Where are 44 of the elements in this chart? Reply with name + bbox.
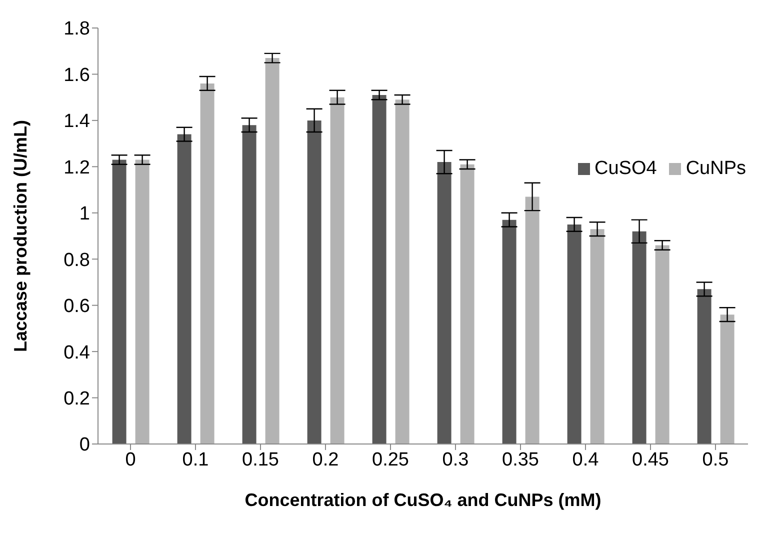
bar bbox=[307, 120, 322, 444]
y-tick-label: 1.8 bbox=[64, 18, 90, 40]
bar bbox=[697, 289, 712, 444]
y-tick-label: 1.6 bbox=[64, 64, 90, 86]
x-tick-label: 0 bbox=[125, 449, 136, 470]
y-tick-label: 0.8 bbox=[64, 250, 90, 271]
bar bbox=[177, 134, 192, 444]
bar bbox=[525, 196, 540, 444]
legend-label: CuNPs bbox=[686, 158, 746, 180]
y-axis-title: Laccase production (U/mL) bbox=[10, 120, 30, 352]
bar bbox=[372, 95, 386, 444]
bar bbox=[200, 83, 214, 444]
bar bbox=[242, 125, 256, 444]
x-tick-label: 0.25 bbox=[372, 449, 409, 470]
x-tick-label: 0.2 bbox=[312, 449, 339, 470]
bar bbox=[460, 164, 474, 444]
bar bbox=[502, 220, 516, 444]
bar bbox=[330, 97, 344, 444]
x-tick-label: 0.4 bbox=[572, 449, 600, 470]
x-tick-label: 0.3 bbox=[442, 449, 469, 470]
x-tick-label: 0.5 bbox=[702, 449, 729, 470]
x-tick-label: 0.15 bbox=[242, 449, 279, 470]
x-tick-label: 0.35 bbox=[502, 449, 539, 470]
bar bbox=[265, 58, 280, 444]
x-tick-label: 0.1 bbox=[182, 449, 209, 470]
bar bbox=[655, 245, 670, 444]
x-axis-title: Concentration of CuSO₄ and CuNPs (mM) bbox=[244, 490, 602, 510]
legend-label: CuSO4 bbox=[594, 158, 657, 180]
bar bbox=[395, 100, 410, 444]
bar bbox=[437, 162, 452, 444]
bar bbox=[135, 160, 150, 444]
bar bbox=[590, 229, 604, 444]
bar bbox=[720, 314, 734, 444]
x-tick-label: 0.45 bbox=[632, 449, 669, 470]
y-tick-label: 0.4 bbox=[64, 342, 90, 364]
y-tick-label: 0.2 bbox=[64, 388, 90, 410]
y-tick-label: 0 bbox=[79, 434, 90, 456]
bar bbox=[112, 160, 126, 444]
bar bbox=[567, 224, 582, 444]
y-tick-label: 1 bbox=[79, 204, 90, 225]
y-tick-label: 1.2 bbox=[64, 157, 90, 178]
bar bbox=[632, 231, 646, 444]
y-tick-label: 1.4 bbox=[64, 111, 90, 132]
y-tick-label: 0.6 bbox=[64, 296, 90, 318]
